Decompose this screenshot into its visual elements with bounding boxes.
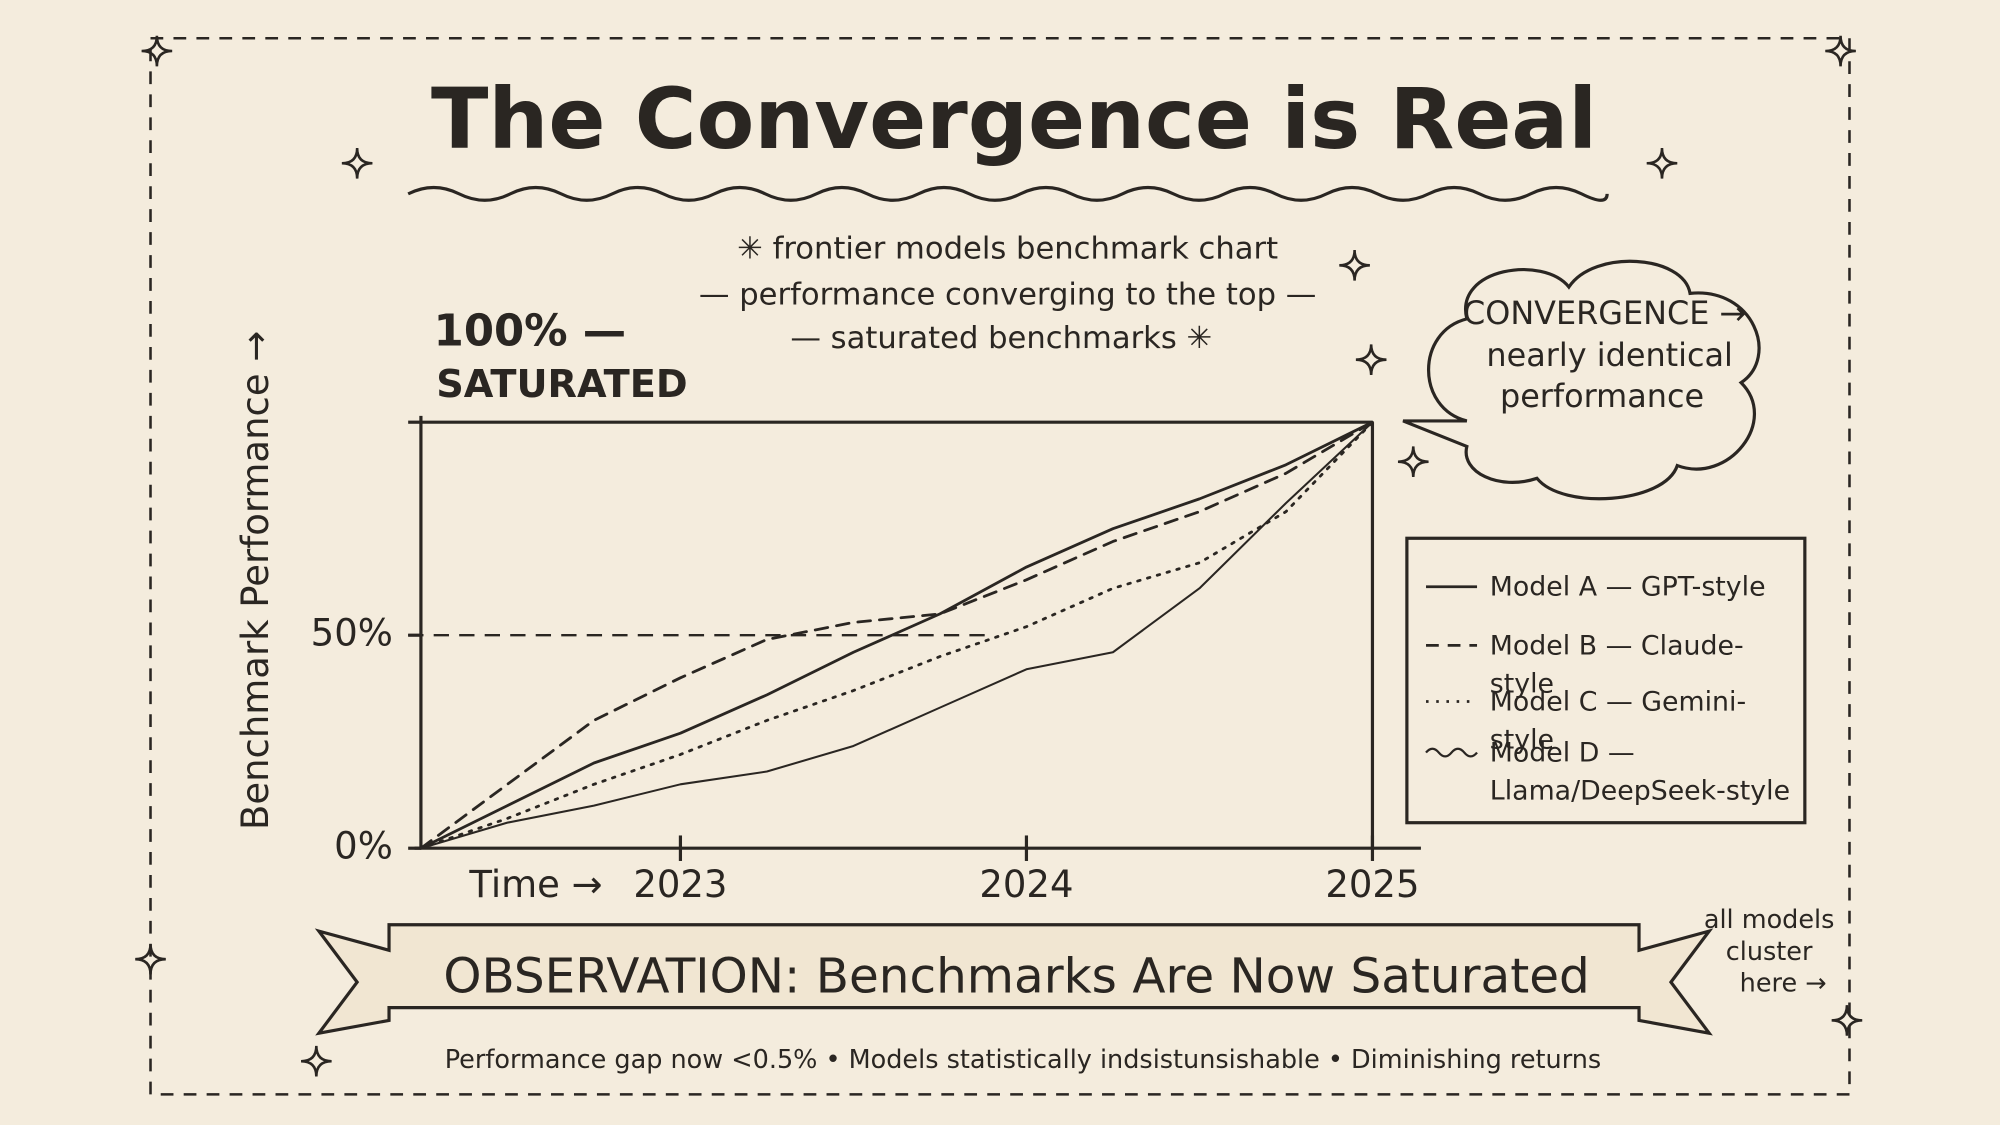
x-tick-label: 2024 (979, 863, 1073, 906)
y-axis-label: Benchmark Performance → (234, 331, 277, 830)
callout-cloud (1402, 259, 1761, 501)
sparkle (1355, 344, 1387, 376)
banner-ribbon (314, 923, 1714, 1036)
subtitle: — performance converging to the top — (699, 277, 1316, 312)
legend-label: Model D — Llama/DeepSeek-style (1489, 737, 1791, 807)
sparkle (1825, 35, 1856, 67)
legend-label: Model C — Gemini-style (1489, 686, 1747, 756)
side-note: cluster (1726, 937, 1813, 967)
sparkle (1646, 147, 1678, 179)
annotation: SATURATED (436, 362, 687, 407)
sparkle (300, 1045, 332, 1077)
y-tick-label: 0% (334, 825, 393, 868)
footer: Performance gap now <0.5% • Models stati… (445, 1045, 1601, 1075)
legend-box (1405, 536, 1807, 825)
y-tick-label: 50% (311, 612, 393, 655)
side-note: here → (1740, 969, 1827, 999)
legend-entry: Model A — GPT-style (1489, 571, 1766, 603)
sparkle (1339, 249, 1370, 281)
chart-title: The Convergence is Real (431, 70, 1597, 168)
x-tick-label: 2025 (1325, 863, 1419, 906)
sparkle (1397, 446, 1429, 478)
banner-text: OBSERVATION: Benchmarks Are Now Saturate… (443, 949, 1589, 1005)
sparkle (1831, 1005, 1863, 1036)
x-tick-label: 2023 (633, 863, 727, 906)
legend-entry: Model D — Llama/DeepSeek-style (1489, 737, 1791, 807)
series-line (419, 420, 1374, 850)
legend-label: Model B — Claude-style (1489, 630, 1744, 699)
legend-entry: Model B — Claude-style (1489, 630, 1744, 699)
sparkle (135, 943, 166, 975)
side-note: all models (1704, 905, 1835, 935)
series-line (419, 421, 1374, 850)
legend-swatch (1425, 747, 1478, 758)
callout-text: CONVERGENCE → (1463, 294, 1746, 332)
title-underline (407, 185, 1609, 202)
subtitle: — saturated benchmarks ✳ (790, 321, 1212, 356)
sparkle (341, 147, 373, 179)
y-tick-label: 100% — (434, 307, 626, 357)
subtitle: ✳ frontier models benchmark chart (737, 232, 1278, 267)
legend-label: Model A — GPT-style (1489, 571, 1766, 603)
series-line (419, 420, 1374, 850)
callout-text: nearly identical (1486, 336, 1732, 374)
sparkle (141, 35, 173, 67)
callout-text: performance (1500, 377, 1704, 415)
frame (149, 36, 1851, 1096)
x-axis-label: Time → (468, 863, 602, 906)
legend-entry: Model C — Gemini-style (1489, 686, 1747, 756)
series-line (419, 420, 1374, 850)
